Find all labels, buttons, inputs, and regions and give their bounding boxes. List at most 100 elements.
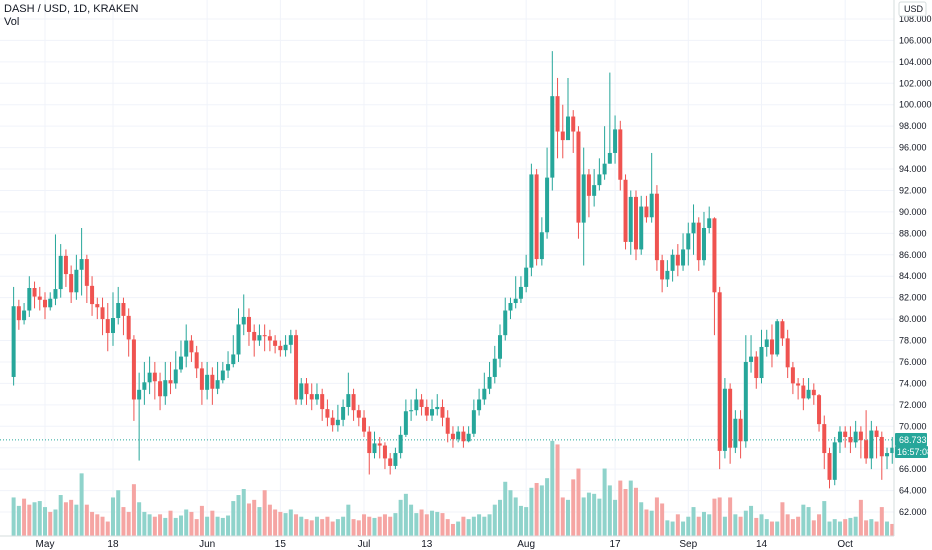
candle-body [571,116,576,132]
candle-body [398,434,403,454]
volume-bar [696,516,701,536]
candle-body [440,406,445,418]
candle-body [152,372,157,382]
price-tick-label: 98.000 [899,121,927,131]
candle-body [27,288,32,311]
volume-bar [712,498,717,536]
volume-bar [335,519,340,536]
volume-bar [173,517,178,536]
candle-body [806,389,811,399]
candle-body [304,383,309,395]
candle-body [278,345,283,351]
volume-bar [351,519,356,536]
volume-bar [74,504,79,536]
volume-bar [215,516,220,536]
volume-bar [163,517,168,536]
candle-body [498,335,503,359]
volume-bar [367,516,372,536]
volume-bar [717,497,722,536]
candle-body [618,129,623,180]
volume-bar [681,521,686,536]
candle-body [314,394,319,400]
candle-body [607,152,612,164]
volume-bar [377,516,382,536]
volume-bar [670,521,675,536]
volume-bar [27,504,32,536]
candle-body [435,406,440,410]
candle-body [414,399,419,411]
volume-bar [283,513,288,536]
candle-body [346,394,351,407]
candle-body [131,339,136,400]
candle-body [48,298,53,308]
time-tick-label: 18 [107,539,119,550]
volume-bar [110,497,115,536]
volume-bar [226,515,231,536]
price-tick-label: 84.000 [899,271,927,281]
candle-body [581,174,586,223]
volume-bar [560,497,565,536]
candle-body [163,380,168,397]
candle-body [670,254,675,271]
candle-body [691,222,696,234]
volume-bar [69,499,74,536]
candle-body [864,440,869,459]
time-tick-label: 17 [610,539,622,550]
volume-bar [398,499,403,536]
candle-body [597,174,602,186]
candle-body [555,96,560,132]
candle-body [116,303,121,319]
volume-bar [644,509,649,536]
candle-body [722,388,727,451]
candle-body [701,227,706,261]
candle-body [837,431,842,443]
candle-body [231,354,236,365]
volume-bar [822,501,827,536]
countdown-box [895,446,928,458]
volume-bar [623,489,628,536]
candle-body [675,254,680,266]
candle-body [665,270,670,280]
candle-body [707,218,712,228]
candle-body [330,417,335,426]
volume-bar [576,468,581,536]
volume-bar [168,510,173,536]
volume-bar [477,514,482,536]
volume-bar [801,504,806,536]
candle-body [168,380,173,384]
candle-body [790,367,795,384]
time-tick-label: Oct [837,539,853,550]
volume-bar [837,521,842,536]
candle-body [294,335,299,400]
volume-bar [22,498,27,536]
candle-body [173,369,178,384]
price-tag-box [895,433,927,446]
time-tick-label: Jul [358,539,371,550]
candle-body [22,310,27,321]
candle-body [137,389,142,400]
candle-body [393,453,398,466]
volume-bar [769,521,774,536]
currency-button-box[interactable] [898,1,927,17]
price-tick-label: 104.000 [899,57,932,67]
currency-button[interactable]: USD [898,1,927,17]
volume-bar [534,482,539,536]
candle-body [487,376,492,389]
candle-body [409,410,414,412]
volume-bar [518,505,523,536]
time-axis[interactable] [0,536,932,550]
volume-bar [701,511,706,536]
volume-bar [152,516,157,536]
volume-bar [16,505,21,536]
candle-body [377,443,382,446]
volume-bar [304,519,309,536]
candle-body [419,399,424,407]
volume-bar [738,516,743,536]
candle-body [890,447,895,454]
volume-bar [53,509,58,536]
volume-bar [743,510,748,536]
candle-body [785,338,790,368]
candle-body [775,321,780,355]
volume-bar [414,513,419,536]
